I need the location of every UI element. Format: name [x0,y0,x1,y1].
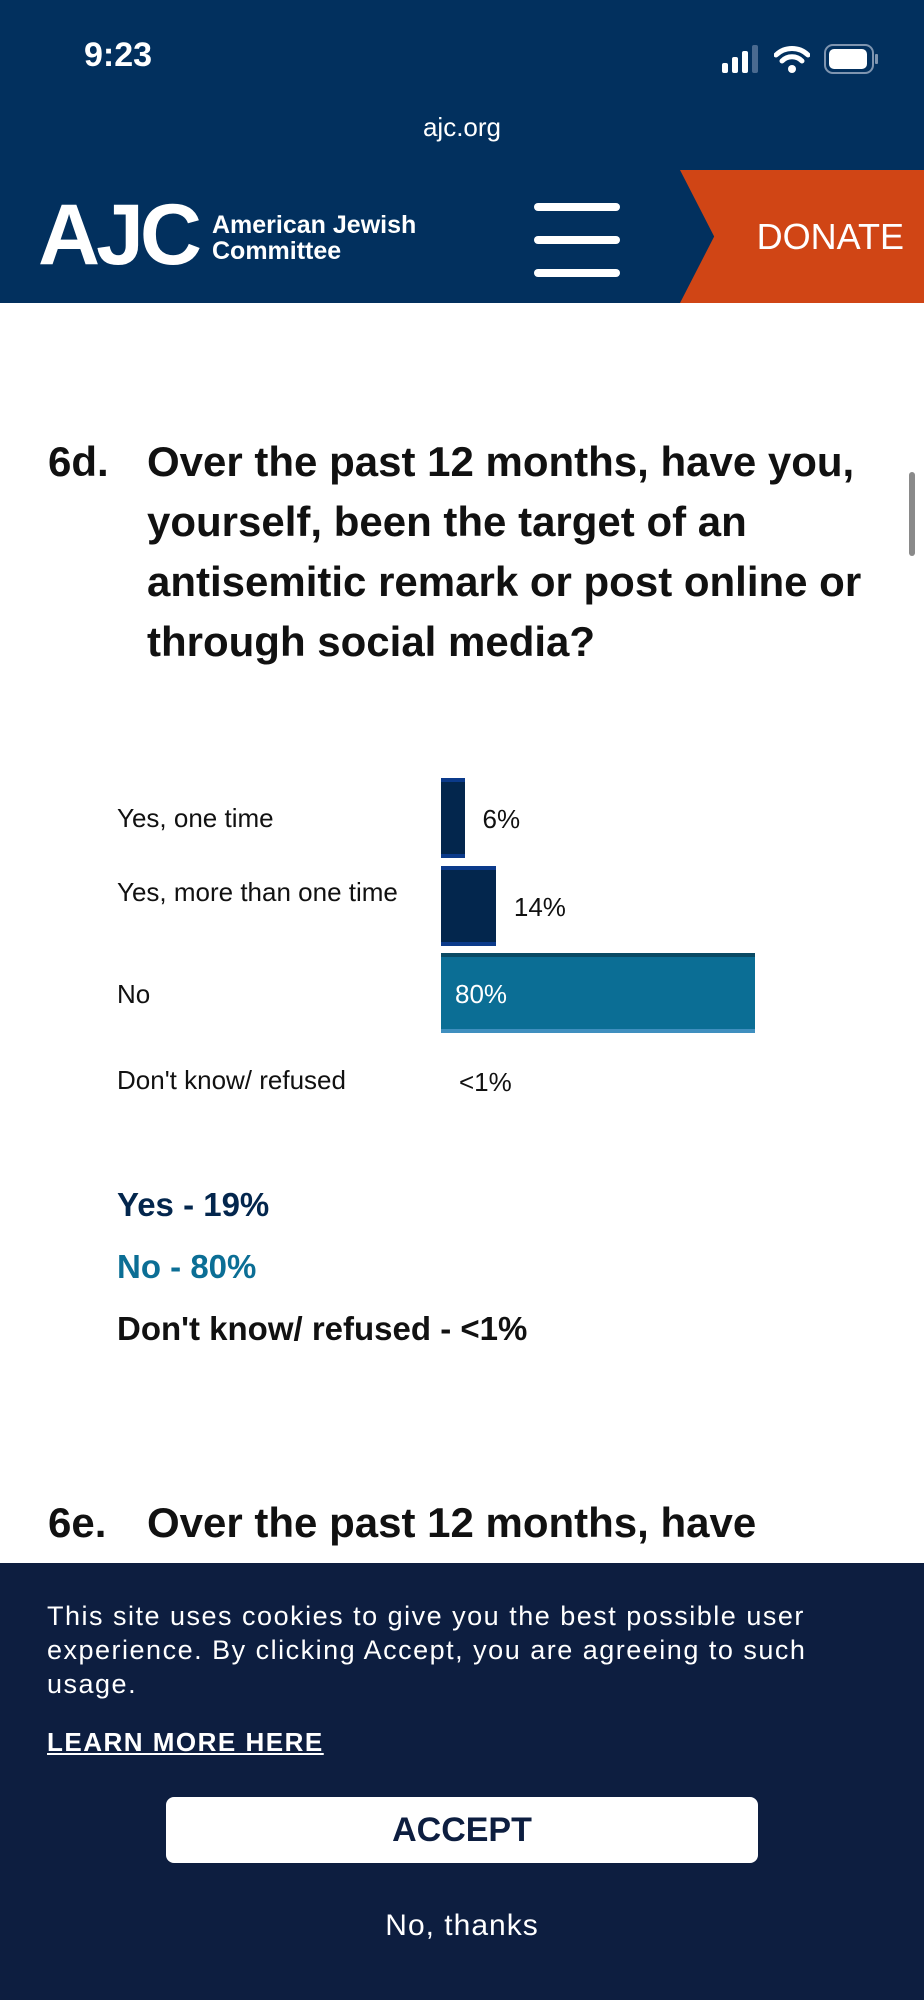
donate-button[interactable]: DONATE [680,170,924,303]
question-text: Over the past 12 months, have [147,1499,757,1546]
browser-url[interactable]: ajc.org [422,112,502,142]
status-icons [722,44,880,74]
summary-yes: Yes - 19% [117,1186,270,1223]
logo-line-1: American Jewish [212,211,417,239]
bar [441,953,755,1033]
summary-dont-know: Don't know/ refused - <1% [117,1310,528,1347]
summary-no: No - 80% [117,1248,257,1285]
signal-icon [722,45,758,73]
ajc-logo[interactable]: AJC [38,187,202,283]
data-label: 14% [513,892,566,922]
wifi-icon [774,46,810,73]
data-label: 6% [482,804,521,834]
question-number: 6e. [48,1499,107,1546]
category-label: Yes, one time [117,803,274,833]
cookie-text: This site uses cookies to give you the b… [47,1601,807,1699]
data-label: <1% [459,1067,512,1097]
battery-icon [824,44,878,74]
logo-text: American Jewish Committee [212,212,416,264]
accept-button[interactable]: ACCEPT [166,1797,758,1863]
question-number: 6d. [48,438,109,485]
hamburger-menu-icon[interactable] [534,203,620,277]
scrollbar[interactable] [909,472,915,556]
bar [441,778,465,858]
category-label: Yes, more than one time [117,877,398,907]
site-header: 9:23 ajc.org AJC American Jewish Committe… [0,0,924,303]
no-thanks-button[interactable]: No, thanks [385,1909,539,1942]
status-time: 9:23 [84,36,153,74]
category-label: Don't know/ refused [117,1065,346,1095]
question-text: Over the past 12 months, have you, yours… [147,438,862,665]
cookie-banner: This site uses cookies to give you the b… [0,1563,924,2000]
logo-line-2: Committee [212,237,342,265]
learn-more-link[interactable]: LEARN MORE HERE [47,1727,324,1757]
bar [441,866,496,946]
category-label: No [117,979,151,1009]
data-label: 80% [455,979,508,1009]
